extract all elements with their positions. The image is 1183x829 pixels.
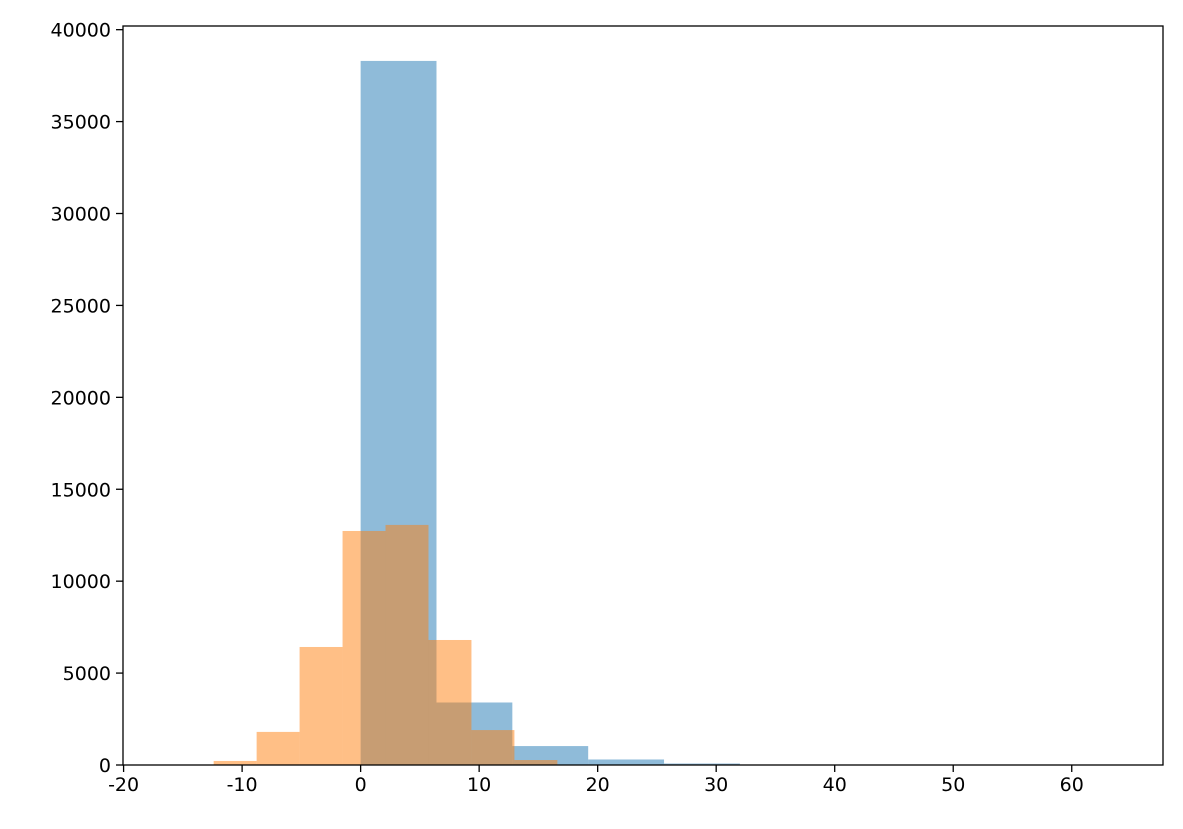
x-tick-label: 40 bbox=[823, 774, 847, 796]
y-tick-label: 35000 bbox=[51, 112, 111, 134]
x-tick-label: -10 bbox=[227, 774, 258, 796]
bar bbox=[588, 759, 665, 765]
x-tick-label: 30 bbox=[704, 774, 728, 796]
plot-frame bbox=[122, 25, 1164, 766]
x-tick-label: 60 bbox=[1060, 774, 1084, 796]
y-tick-label: 15000 bbox=[51, 479, 111, 501]
x-tick-label: 50 bbox=[941, 774, 965, 796]
bar bbox=[385, 524, 429, 765]
x-tick-label: -20 bbox=[108, 774, 139, 796]
y-tick-label: 5000 bbox=[63, 663, 111, 685]
y-tick-label: 10000 bbox=[51, 571, 111, 593]
x-tick-label: 10 bbox=[467, 774, 491, 796]
y-tick-label: 20000 bbox=[51, 387, 111, 409]
bar bbox=[299, 646, 343, 765]
bar bbox=[213, 760, 257, 765]
bar bbox=[256, 731, 300, 765]
bar bbox=[342, 530, 386, 765]
bar bbox=[664, 763, 740, 765]
x-tick-label: 20 bbox=[586, 774, 610, 796]
y-tick-label: 0 bbox=[99, 755, 111, 777]
bar bbox=[428, 639, 472, 765]
bar bbox=[471, 730, 515, 765]
y-tick-label: 40000 bbox=[51, 20, 111, 42]
y-tick-label: 30000 bbox=[51, 204, 111, 226]
y-tick-label: 25000 bbox=[51, 295, 111, 317]
x-tick-label: 0 bbox=[355, 774, 367, 796]
bar bbox=[514, 760, 558, 765]
